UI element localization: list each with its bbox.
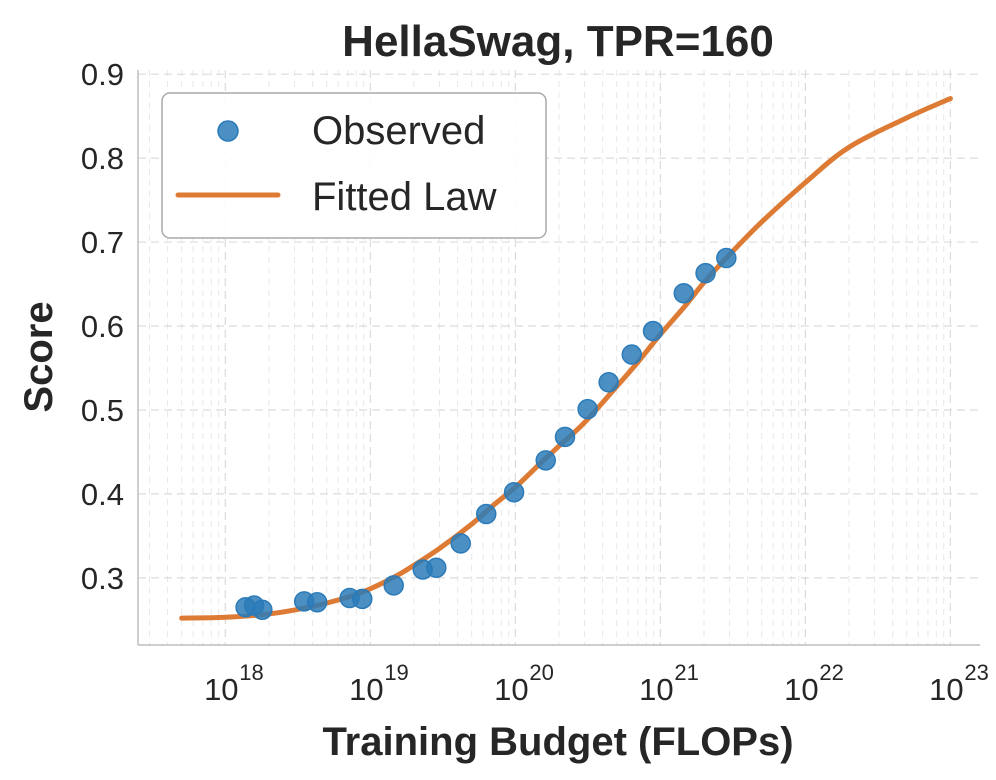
y-axis-label: Score: [17, 301, 61, 412]
legend-box: [161, 92, 547, 239]
x-tick-base: 10: [204, 672, 238, 707]
observed-point: [598, 372, 619, 393]
observed-point: [383, 575, 404, 596]
y-tick-label: 0.5: [81, 393, 124, 428]
x-tick-label: 10 18: [204, 660, 264, 707]
observed-point: [673, 283, 695, 304]
x-tick-base: 10: [784, 672, 818, 707]
observed-point: [535, 450, 556, 471]
observed-point: [450, 533, 471, 554]
x-tick-exponent: 23: [964, 660, 988, 685]
legend: Observed Fitted Law: [161, 92, 547, 239]
observed-points: [235, 247, 737, 620]
legend-fitted-label: Fitted Law: [312, 175, 497, 219]
x-tick-base: 10: [494, 672, 528, 707]
chart-title: HellaSwag, TPR=160: [342, 17, 774, 66]
observed-point: [352, 588, 373, 610]
y-tick-labels: 0.3 0.4 0.5 0.6 0.7 0.8 0.9: [81, 57, 124, 596]
x-tick-label: 10 20: [494, 660, 554, 707]
y-tick-label: 0.9: [81, 57, 124, 92]
x-tick-label: 10 22: [784, 660, 844, 707]
x-tick-exponent: 20: [529, 660, 553, 685]
y-tick-label: 0.6: [81, 309, 124, 344]
x-tick-label: 10 19: [349, 660, 409, 707]
observed-point: [475, 503, 497, 525]
x-tick-base: 10: [929, 672, 963, 707]
x-tick-exponent: 19: [384, 660, 408, 685]
x-tick-exponent: 22: [819, 660, 843, 685]
observed-point: [716, 247, 737, 269]
observed-point: [503, 481, 525, 503]
observed-point: [306, 591, 328, 613]
x-tick-base: 10: [639, 672, 673, 707]
legend-observed-label: Observed: [312, 109, 485, 153]
y-tick-label: 0.3: [81, 561, 124, 596]
observed-point: [621, 344, 643, 365]
x-axis-label: Training Budget (FLOPs): [322, 720, 793, 764]
observed-point: [252, 599, 273, 620]
y-tick-label: 0.7: [81, 225, 124, 260]
observed-point: [695, 262, 716, 284]
y-tick-label: 0.8: [81, 141, 124, 176]
x-tick-base: 10: [349, 672, 383, 707]
observed-point: [577, 398, 598, 420]
x-tick-exponent: 21: [674, 660, 698, 685]
observed-point: [554, 426, 576, 448]
legend-observed-marker: [217, 120, 239, 142]
x-tick-label: 10 21: [639, 660, 699, 707]
y-tick-label: 0.4: [81, 477, 124, 512]
observed-point: [642, 320, 664, 342]
observed-point: [426, 557, 447, 579]
x-tick-exponent: 18: [239, 660, 263, 685]
x-tick-label: 10 23: [929, 660, 989, 707]
x-tick-labels: 10 18 10 19 10 20 10 21 10 22 10 23: [204, 660, 989, 707]
